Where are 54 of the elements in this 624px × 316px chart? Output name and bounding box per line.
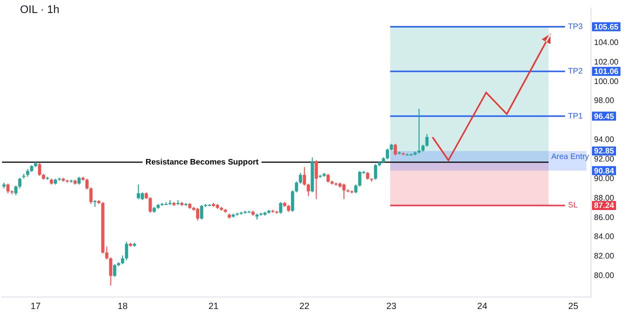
y-tick-label: 92.00 xyxy=(594,154,615,164)
x-tick-label: 18 xyxy=(118,301,128,312)
x-tick-label: 23 xyxy=(386,301,396,312)
y-tick-label: 104.00 xyxy=(594,38,620,47)
y-tick-label: 90.00 xyxy=(594,174,615,183)
candlestick xyxy=(417,108,421,154)
y-tick-label: 100.00 xyxy=(594,76,620,86)
candlestick xyxy=(294,181,298,193)
ref-line-label: TP3 xyxy=(568,22,584,31)
candlestick xyxy=(279,202,282,214)
annotation: 92.85 xyxy=(594,146,615,156)
candlestick xyxy=(425,134,429,148)
candlestick xyxy=(302,166,306,186)
candlestick xyxy=(394,143,397,156)
candlestick xyxy=(124,241,128,261)
candlestick xyxy=(298,172,302,184)
annotation: 105.65 xyxy=(594,22,620,32)
y-tick-label: 84.00 xyxy=(594,232,615,242)
annotation: 101.06 xyxy=(594,67,620,76)
candlestick xyxy=(290,190,294,212)
candlestick xyxy=(148,196,152,214)
y-tick-label: 102.00 xyxy=(594,57,620,66)
y-tick-label: 94.00 xyxy=(594,135,615,144)
chart-title: OIL · 1h xyxy=(18,4,62,16)
candlestick xyxy=(314,160,318,200)
candlestick xyxy=(85,178,89,190)
x-tick-label: 21 xyxy=(208,301,219,312)
candlestick xyxy=(374,164,378,180)
ref-line-label: TP2 xyxy=(568,66,584,76)
candlestick xyxy=(6,183,10,194)
candlestick xyxy=(113,264,116,278)
y-tick-label: 98.00 xyxy=(594,96,615,106)
candlestick xyxy=(386,148,390,160)
x-tick-label: 17 xyxy=(30,301,41,312)
ref-line-label: Resistance Becomes Support xyxy=(146,157,259,166)
annotation: 87.24 xyxy=(594,201,615,210)
band-label: Area Entry xyxy=(551,152,589,162)
annotation: 96.45 xyxy=(594,112,615,121)
annotation: 90.84 xyxy=(594,166,615,176)
ref-line-label: SL xyxy=(568,200,578,210)
ref-line-label: TP1 xyxy=(568,111,584,120)
y-tick-label: 80.00 xyxy=(594,271,615,280)
y-tick-label: 82.00 xyxy=(594,252,615,261)
candlestick xyxy=(306,183,310,197)
y-tick-label: 88.00 xyxy=(594,193,615,202)
x-tick-label: 22 xyxy=(299,301,310,312)
x-tick-label: 24 xyxy=(477,301,488,312)
candlestick xyxy=(196,207,200,221)
y-tick-label: 86.00 xyxy=(594,212,615,222)
x-tick-label: 25 xyxy=(568,301,578,312)
candlestick xyxy=(89,186,93,204)
candlestick xyxy=(200,204,204,220)
candlestick xyxy=(38,162,42,176)
candlestick xyxy=(342,183,346,200)
